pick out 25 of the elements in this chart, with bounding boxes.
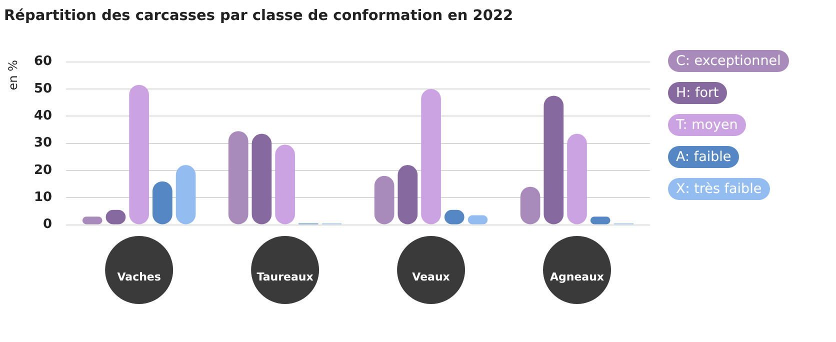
y-tick-label: 40 bbox=[34, 108, 52, 124]
text: X: très faible bbox=[668, 178, 770, 200]
bar bbox=[421, 88, 441, 224]
y-tick-label: 60 bbox=[34, 54, 52, 70]
y-tick-label: 20 bbox=[34, 162, 52, 178]
text: H: fort bbox=[668, 82, 727, 104]
x-tick-label: Taureaux bbox=[256, 270, 314, 284]
x-tick-label: Veaux bbox=[412, 270, 450, 284]
y-tick-label: 30 bbox=[34, 136, 52, 151]
bar bbox=[228, 131, 248, 224]
y-tick-label: 0 bbox=[43, 217, 52, 232]
y-tick-label: 10 bbox=[34, 190, 52, 206]
bar bbox=[275, 144, 295, 224]
text: T: moyen bbox=[668, 114, 746, 136]
x-tick-label: Vaches bbox=[117, 270, 162, 284]
text: C: exceptionnel bbox=[668, 50, 789, 72]
x-tick-label: Agneaux bbox=[550, 270, 604, 284]
bar bbox=[544, 96, 564, 224]
bar bbox=[252, 134, 272, 224]
bar bbox=[567, 134, 587, 224]
bar bbox=[129, 84, 150, 224]
chart-title: Répartition des carcasses par classe de conformation en 2022 bbox=[4, 8, 514, 24]
y-tick-label: 50 bbox=[34, 81, 52, 96]
y-axis-title: en % bbox=[6, 60, 20, 90]
text: A: faible bbox=[668, 146, 740, 168]
